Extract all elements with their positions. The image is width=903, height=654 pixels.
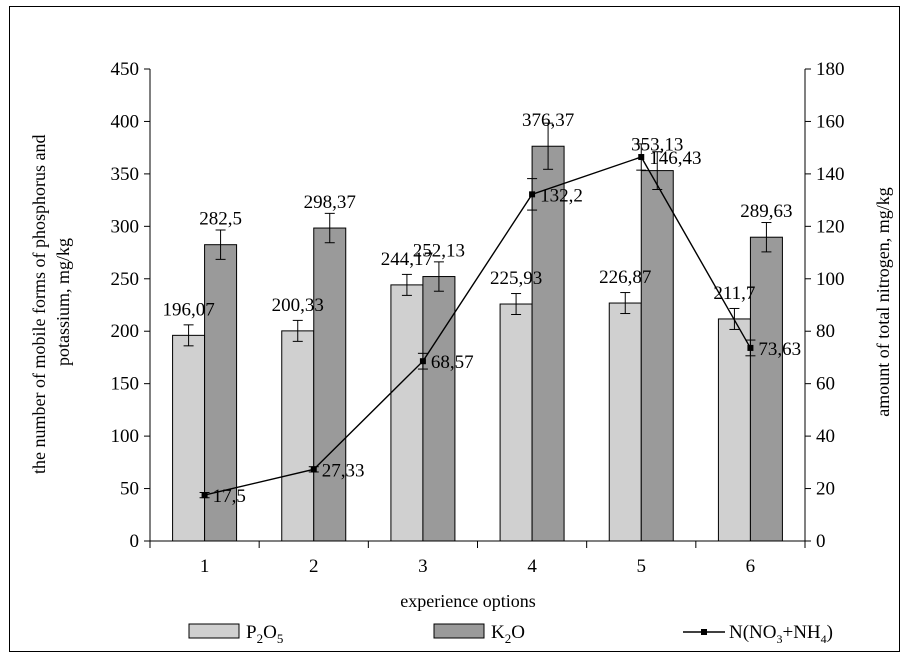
y-axis-left-title-line-1: the number of mobile forms of phosphorus…	[29, 135, 49, 474]
y-right-tick-label: 40	[816, 426, 835, 447]
bar-k2o	[531, 145, 565, 542]
line-n-no3-nh4	[204, 156, 752, 496]
bar-p2o5	[499, 303, 533, 542]
y-axis-left-title: the number of mobile forms of phosphorus…	[29, 130, 73, 474]
x-tick-label: 1	[200, 556, 210, 577]
legend: P2O5 K2O N(NO3+NH4)	[188, 622, 833, 646]
bar-p2o5	[717, 318, 751, 542]
x-tick-label: 5	[637, 556, 647, 577]
bar-k2o	[313, 227, 347, 542]
data-label-k2o: 376,37	[522, 110, 574, 131]
y-right-tick-label: 0	[816, 531, 826, 552]
line-layer	[199, 143, 756, 499]
data-label-k2o: 298,37	[304, 192, 356, 213]
data-label-k2o: 252,13	[413, 241, 465, 262]
y-axis-right-title: amount of total nitrogen, mg/kg	[873, 187, 893, 416]
y-left-tick-label: 150	[111, 374, 140, 395]
x-tick-label: 6	[746, 556, 756, 577]
bar-k2o	[640, 170, 674, 542]
data-label-n: 132,2	[540, 185, 583, 206]
bar-p2o5	[172, 334, 206, 542]
y-left-tick-label: 50	[120, 479, 139, 500]
y-left-tick-label: 400	[111, 111, 140, 132]
y-right-tick-label: 80	[816, 321, 835, 342]
y-left-tick-label: 200	[111, 321, 140, 342]
y-right-tick-label: 20	[816, 479, 835, 500]
y-axis-left: 0 50 100 150 200 250 300 350 400 450	[111, 59, 151, 552]
data-label-p2o5: 211,7	[713, 283, 755, 304]
y-right-tick-label: 140	[816, 164, 845, 185]
data-label-p2o5: 244,17	[381, 249, 433, 270]
chart-frame	[9, 6, 900, 652]
y-right-tick-label: 180	[816, 59, 845, 80]
bar-k2o	[422, 276, 456, 542]
line-point	[747, 344, 754, 351]
y-right-tick-label: 160	[816, 111, 845, 132]
x-axis: 1 2 3 4 5 6	[149, 540, 806, 577]
y-left-tick-label: 450	[111, 59, 140, 80]
bar-p2o5	[608, 302, 642, 542]
data-label-p2o5: 200,33	[272, 295, 324, 316]
bar-p2o5	[390, 284, 424, 542]
x-tick-label: 2	[309, 556, 319, 577]
x-tick-label: 4	[527, 556, 537, 577]
data-label-n: 146,43	[649, 148, 701, 169]
data-label-p2o5: 225,93	[490, 268, 542, 289]
legend-label-p2o5: P2O5	[246, 622, 283, 646]
y-right-tick-label: 60	[816, 374, 835, 395]
legend-label-n: N(NO3+NH4)	[729, 622, 833, 646]
data-labels-layer: 196,07 200,33 244,17 225,93 226,87 211,7 282,5…	[162, 110, 801, 507]
y-left-tick-label: 0	[130, 531, 140, 552]
bars-layer	[172, 122, 783, 542]
y-left-tick-label: 250	[111, 269, 140, 290]
legend-marker-n	[701, 629, 707, 635]
legend-swatch-k2o	[433, 623, 485, 639]
line-point	[310, 466, 317, 473]
y-left-tick-label: 350	[111, 164, 140, 185]
y-axis-right: 0 20 40 60 80 100 120 140 160 180	[804, 59, 845, 552]
legend-swatch-p2o5	[188, 623, 240, 639]
x-tick-label: 3	[418, 556, 428, 577]
y-left-tick-label: 100	[111, 426, 140, 447]
y-right-tick-label: 120	[816, 216, 845, 237]
data-label-n: 17,5	[213, 486, 246, 507]
data-label-n: 73,63	[758, 339, 801, 360]
y-left-tick-label: 300	[111, 216, 140, 237]
bar-p2o5	[281, 330, 315, 542]
line-point	[529, 191, 536, 198]
legend-label-k2o: K2O	[491, 622, 525, 646]
data-label-k2o: 353,13	[631, 135, 683, 156]
line-point	[638, 154, 645, 161]
data-label-n: 68,57	[431, 352, 474, 373]
line-point	[201, 492, 208, 499]
data-label-k2o: 289,63	[740, 201, 792, 222]
x-axis-title: experience options	[400, 591, 535, 611]
y-right-tick-label: 100	[816, 269, 845, 290]
line-point	[419, 358, 426, 365]
data-label-n: 27,33	[322, 460, 365, 481]
data-label-k2o: 282,5	[199, 209, 242, 230]
y-axis-left-title-line-2: potassium, mg/kg	[53, 238, 73, 366]
data-label-p2o5: 196,07	[162, 299, 214, 320]
data-label-p2o5: 226,87	[599, 267, 651, 288]
